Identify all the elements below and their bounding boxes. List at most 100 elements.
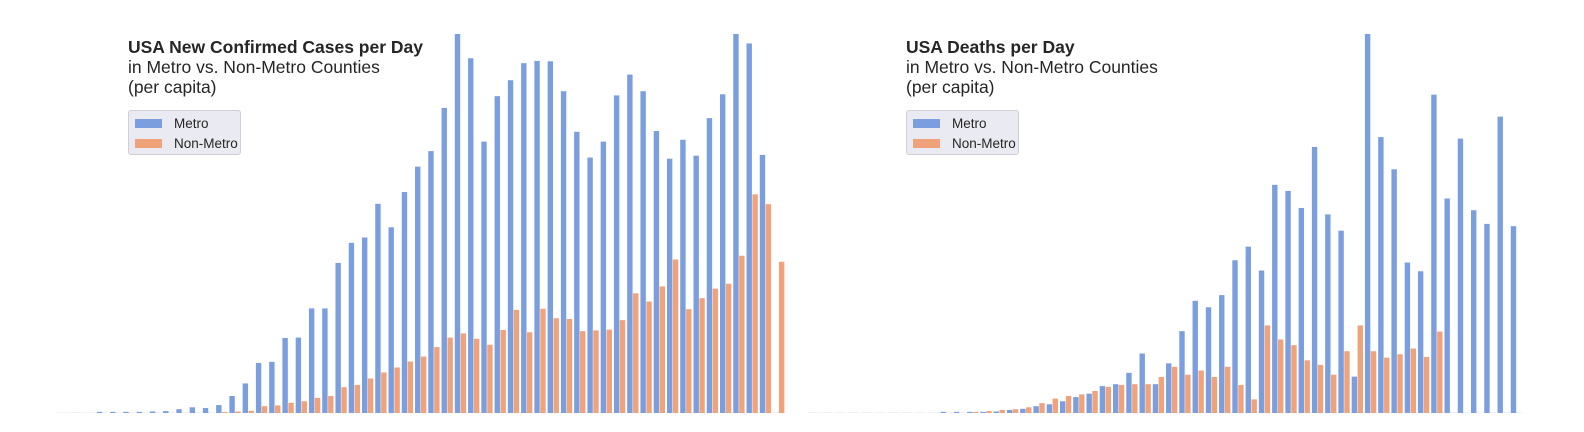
nonmetro-bar [1012,409,1019,413]
baseline-tick [847,412,860,413]
nonmetro-bar [513,309,520,413]
baseline-tick [176,412,189,413]
metro-bar [980,411,986,413]
nonmetro-bar [739,255,745,413]
nonmetro-bar [659,286,665,413]
cases-bar-chart [57,34,785,414]
baseline-tick [1059,412,1072,413]
nonmetro-bar [328,395,334,413]
nonmetro-bar [725,283,732,413]
metro-bar [110,411,116,413]
metro-bar [1179,331,1185,413]
nonmetro-bar [1264,325,1271,413]
nonmetro-bar [460,333,467,413]
nonmetro-bar [407,361,414,413]
baseline-tick [1510,412,1523,413]
metro-bar [269,361,275,413]
baseline-tick [1192,412,1205,413]
baseline-tick [914,412,926,413]
baseline-tick [1364,412,1377,413]
nonmetro-bar [619,320,626,413]
metro-bar [401,192,408,413]
deaths-title-main: USA Deaths per Day [906,37,1075,57]
cases-legend: Metro Non-Metro [128,110,241,155]
baseline-tick [1444,412,1457,413]
metro-bar [1351,376,1358,413]
metro-bar [1166,363,1172,413]
nonmetro-bar [367,378,374,413]
metro-bar [1126,372,1132,413]
nonmetro-bar [1132,384,1138,413]
nonmetro-bar [1211,377,1218,414]
metro-bar [640,91,646,413]
nonmetro-swatch [135,138,162,148]
metro-bar [1285,190,1291,413]
metro-bar [481,141,487,413]
nonmetro-bar [500,330,506,413]
nonmetro-bar [986,411,992,414]
nonmetro-bar [447,337,453,413]
metro-bar [587,157,593,413]
metro-bar [1073,397,1079,413]
metro-bar [1391,169,1397,413]
baseline-tick [1205,412,1218,413]
metro-bar [1272,184,1278,413]
metro-bar [940,411,946,413]
metro-bar [348,242,355,413]
baseline-tick [110,412,122,413]
deaths-legend: Metro Non-Metro [906,110,1019,155]
metro-bar [680,139,686,414]
nonmetro-bar [1185,374,1191,413]
metro-bar [993,411,1000,413]
nonmetro-bar [222,412,228,413]
nonmetro-bar [1331,374,1337,413]
metro-bar [335,262,341,413]
nonmetro-bar [1410,348,1416,413]
metro-bar [759,154,766,413]
legend-label-metro: Metro [952,115,987,131]
nonmetro-bar [540,308,546,413]
nonmetro-bar [301,401,307,413]
metro-bar [534,60,540,413]
metro-bar [123,411,129,413]
metro-bar [202,408,209,413]
legend-item-nonmetro: Non-Metro [135,135,238,151]
nonmetro-bar [553,318,559,413]
metro-bar [693,155,699,413]
metro-bar [415,166,421,413]
deaths-chart-title: USA Deaths per Day in Metro vs. Non-Metr… [906,37,1158,97]
baseline-tick [189,412,202,413]
cases-chart-panel: USA New Confirmed Cases per Day in Metro… [57,34,785,414]
baseline-tick [1073,412,1085,413]
metro-bar [967,411,973,413]
nonmetro-bar [1145,384,1151,413]
nonmetro-bar [1317,364,1324,413]
metro-bar [136,411,142,413]
baseline-tick [216,412,228,413]
metro-bar [627,74,633,414]
baseline-tick [1046,412,1059,413]
nonmetro-bar [248,410,254,413]
metro-bar [1086,393,1092,413]
nonmetro-bar [672,259,679,413]
metro-bar [1192,300,1198,413]
baseline-tick [1285,412,1298,413]
metro-bar [1059,401,1066,413]
metro-bar [441,107,447,414]
metro-bar [1205,307,1212,413]
deaths-title-sub-1: in Metro vs. Non-Metro Counties [906,57,1158,77]
metro-bar [189,407,195,413]
nonmetro-bar [1158,377,1165,414]
baseline-tick [57,412,69,413]
baseline-tick [415,412,427,413]
metro-bar [282,337,288,413]
baseline-tick [454,412,467,413]
baseline-tick [1471,412,1483,413]
nonmetro-bar [354,384,361,413]
baseline-tick [1311,412,1324,413]
cases-title-main: USA New Confirmed Cases per Day [128,37,423,57]
cases-title-sub-2: (per capita) [128,77,217,97]
baseline-tick [1378,412,1390,413]
baseline-tick [613,412,626,413]
metro-swatch [135,118,162,128]
